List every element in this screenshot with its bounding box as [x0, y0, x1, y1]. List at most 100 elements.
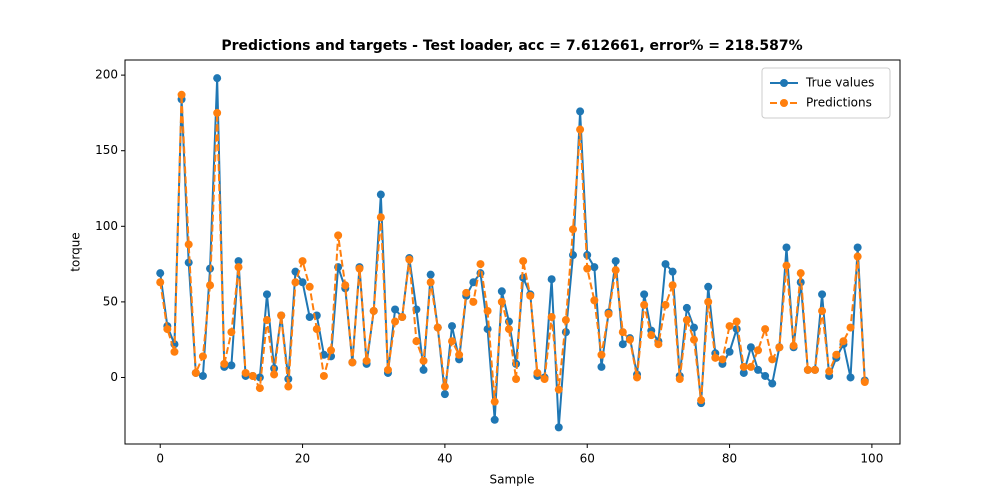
- data-point: [625, 335, 634, 344]
- data-point: [810, 365, 819, 374]
- data-point: [348, 358, 357, 367]
- data-point: [576, 125, 585, 134]
- data-point: [746, 362, 755, 371]
- data-point: [775, 343, 784, 352]
- data-point: [547, 275, 556, 284]
- data-point: [661, 260, 670, 269]
- data-point: [739, 362, 748, 371]
- data-point: [241, 368, 250, 377]
- data-point: [512, 374, 521, 383]
- data-point: [540, 374, 549, 383]
- data-point: [576, 107, 585, 116]
- data-point: [761, 325, 770, 334]
- data-point: [597, 362, 606, 371]
- data-point: [504, 325, 513, 334]
- data-point: [853, 243, 862, 252]
- data-point: [597, 350, 606, 359]
- data-point: [198, 371, 207, 380]
- data-point: [284, 382, 293, 391]
- data-point: [725, 347, 734, 356]
- data-point: [391, 305, 400, 314]
- data-point: [440, 390, 449, 399]
- y-tick-label: 0: [110, 370, 118, 384]
- data-point: [234, 257, 243, 266]
- data-point: [198, 352, 207, 361]
- data-point: [163, 325, 172, 334]
- data-point: [654, 340, 663, 349]
- data-point: [846, 323, 855, 332]
- legend-label: Predictions: [806, 96, 872, 110]
- data-point: [554, 385, 563, 394]
- data-point: [519, 257, 528, 266]
- data-point: [227, 328, 236, 337]
- data-point: [448, 322, 457, 331]
- data-point: [825, 367, 834, 376]
- data-point: [376, 213, 385, 222]
- data-point: [305, 282, 314, 291]
- x-axis-label: Sample: [490, 473, 535, 487]
- data-point: [213, 74, 222, 83]
- data-point: [255, 384, 264, 393]
- data-point: [184, 258, 193, 267]
- data-point: [782, 243, 791, 252]
- data-point: [312, 325, 321, 334]
- data-point: [754, 365, 763, 374]
- data-point: [419, 356, 428, 365]
- legend-marker: [780, 79, 788, 87]
- data-point: [455, 350, 464, 359]
- data-point: [497, 287, 506, 296]
- data-point: [526, 291, 535, 300]
- data-point: [412, 337, 421, 346]
- data-point: [561, 316, 570, 325]
- data-point: [611, 266, 620, 275]
- y-tick-label: 150: [95, 143, 118, 157]
- data-point: [604, 309, 613, 318]
- data-point: [398, 313, 407, 322]
- data-point: [818, 290, 827, 299]
- data-point: [640, 300, 649, 309]
- data-point: [633, 373, 642, 382]
- y-tick-label: 50: [103, 294, 118, 308]
- data-point: [334, 231, 343, 240]
- data-point: [177, 90, 186, 99]
- data-point: [739, 368, 748, 377]
- data-point: [533, 368, 542, 377]
- data-point: [568, 225, 577, 234]
- data-point: [818, 306, 827, 315]
- data-point: [170, 347, 179, 356]
- data-point: [391, 317, 400, 326]
- data-point: [483, 306, 492, 315]
- data-point: [497, 297, 506, 306]
- data-point: [839, 337, 848, 346]
- data-point: [298, 278, 307, 287]
- data-point: [682, 316, 691, 325]
- data-point: [319, 371, 328, 380]
- x-tick-label: 0: [156, 452, 164, 466]
- data-point: [291, 278, 300, 287]
- data-point: [640, 290, 649, 299]
- data-point: [803, 365, 812, 374]
- data-point: [462, 288, 471, 297]
- x-tick-label: 80: [722, 452, 737, 466]
- plot-frame: [124, 59, 901, 445]
- data-point: [156, 269, 165, 278]
- data-point: [440, 382, 449, 391]
- data-point: [853, 252, 862, 261]
- data-point: [270, 370, 279, 379]
- data-point: [718, 355, 727, 364]
- data-point: [668, 281, 677, 290]
- data-point: [469, 297, 478, 306]
- data-point: [547, 313, 556, 322]
- data-point: [369, 306, 378, 315]
- data-point: [255, 373, 264, 382]
- data-point: [590, 263, 599, 272]
- data-point: [483, 325, 492, 334]
- data-point: [618, 328, 627, 337]
- data-point: [227, 361, 236, 370]
- data-point: [618, 340, 627, 349]
- data-point: [476, 260, 485, 269]
- data-point: [682, 303, 691, 312]
- data-point: [590, 296, 599, 305]
- chart-title: Predictions and targets - Test loader, a…: [221, 38, 802, 54]
- legend-label: True values: [805, 76, 874, 90]
